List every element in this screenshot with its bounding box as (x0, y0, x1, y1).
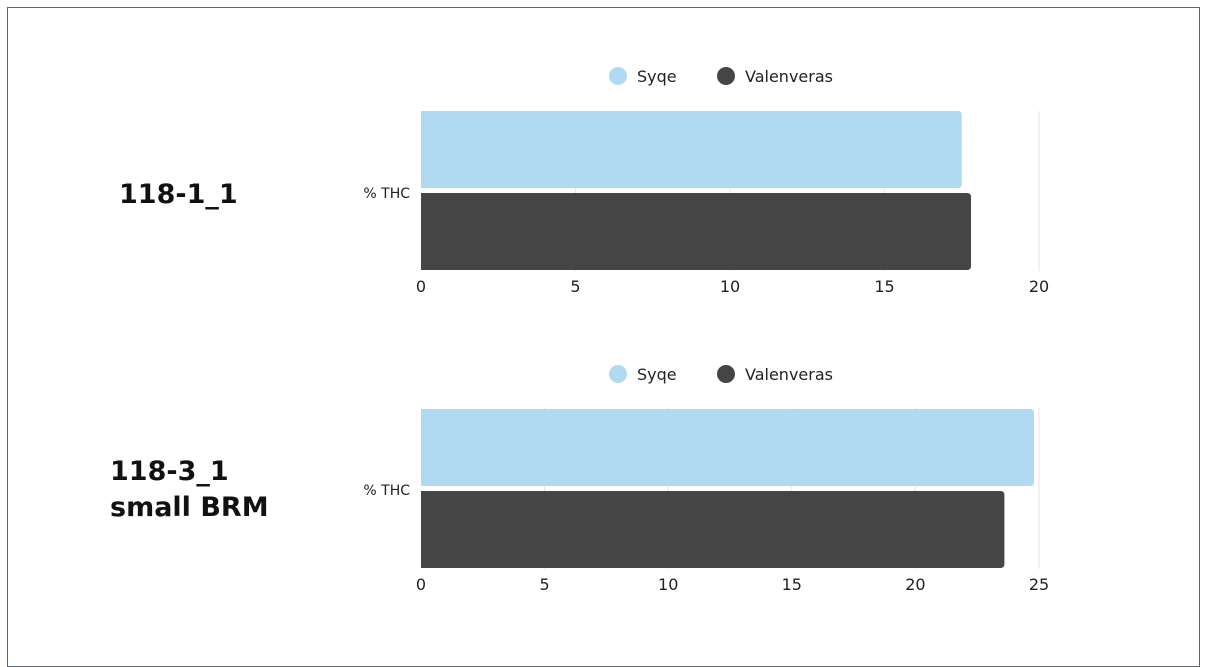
chart-1-x-tick-0: 0 (416, 277, 426, 296)
panel-title-2: 118-3_1 small BRM (110, 454, 269, 526)
chart-2-category-label: % THC (363, 483, 410, 499)
chart-2-x-tick-15: 15 (782, 575, 802, 594)
chart-1-x-tick-20: 20 (1029, 277, 1049, 296)
chart-2-x-tick-20: 20 (905, 575, 925, 594)
panel-title-1: 118-1_1 (119, 177, 238, 213)
panel-title-1-line-1: 118-1_1 (119, 179, 238, 210)
chart-1-legend-label-syqe: Syqe (637, 67, 677, 86)
chart-2-bar-valenveras (421, 491, 1005, 568)
chart-1-legend-label-valenveras: Valenveras (745, 67, 833, 86)
chart-1-legend-swatch-valenveras (717, 67, 735, 85)
chart-2-bar-syqe (421, 409, 1035, 486)
panel-title-2-line-2: small BRM (110, 492, 269, 523)
chart-2-legend-swatch-valenveras (717, 365, 735, 383)
chart-2-x-tick-10: 10 (658, 575, 678, 594)
chart-2-legend-label-valenveras: Valenveras (745, 365, 833, 384)
chart-1-bar-valenveras (421, 193, 972, 270)
chart-2-x-tick-0: 0 (416, 575, 426, 594)
chart-1-legend-swatch-syqe (609, 67, 627, 85)
chart-1-x-tick-10: 10 (720, 277, 740, 296)
chart-1-x-tick-5: 5 (570, 277, 580, 296)
chart-1-bar-syqe (421, 111, 962, 188)
chart-2-legend-swatch-syqe (609, 365, 627, 383)
chart-2-x-tick-5: 5 (540, 575, 550, 594)
chart-1-x-tick-15: 15 (874, 277, 894, 296)
chart-2-legend-label-syqe: Syqe (637, 365, 677, 384)
bar-charts: 0 5 10 15 20 % THC Syqe Valenveras 0 5 10 15 20 25 % T… (363, 67, 1049, 594)
panel-title-2-line-1: 118-3_1 (110, 456, 229, 487)
chart-2-x-tick-25: 25 (1029, 575, 1049, 594)
chart-1-category-label: % THC (363, 186, 410, 202)
